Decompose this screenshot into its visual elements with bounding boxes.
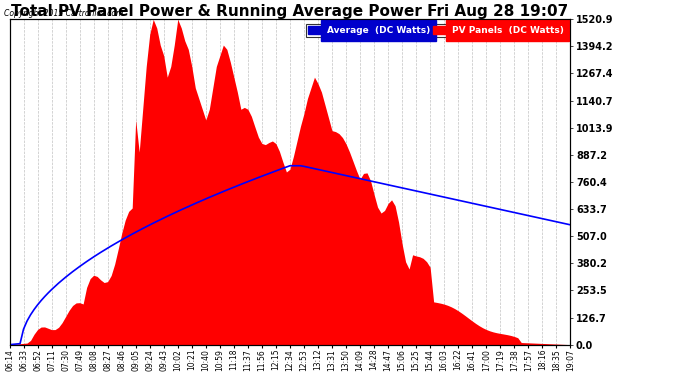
Text: Copyright 2015 Cartronics.com: Copyright 2015 Cartronics.com	[4, 9, 124, 18]
Legend: Average  (DC Watts), PV Panels  (DC Watts): Average (DC Watts), PV Panels (DC Watts)	[306, 24, 566, 38]
Title: Total PV Panel Power & Running Average Power Fri Aug 28 19:07: Total PV Panel Power & Running Average P…	[11, 4, 569, 19]
